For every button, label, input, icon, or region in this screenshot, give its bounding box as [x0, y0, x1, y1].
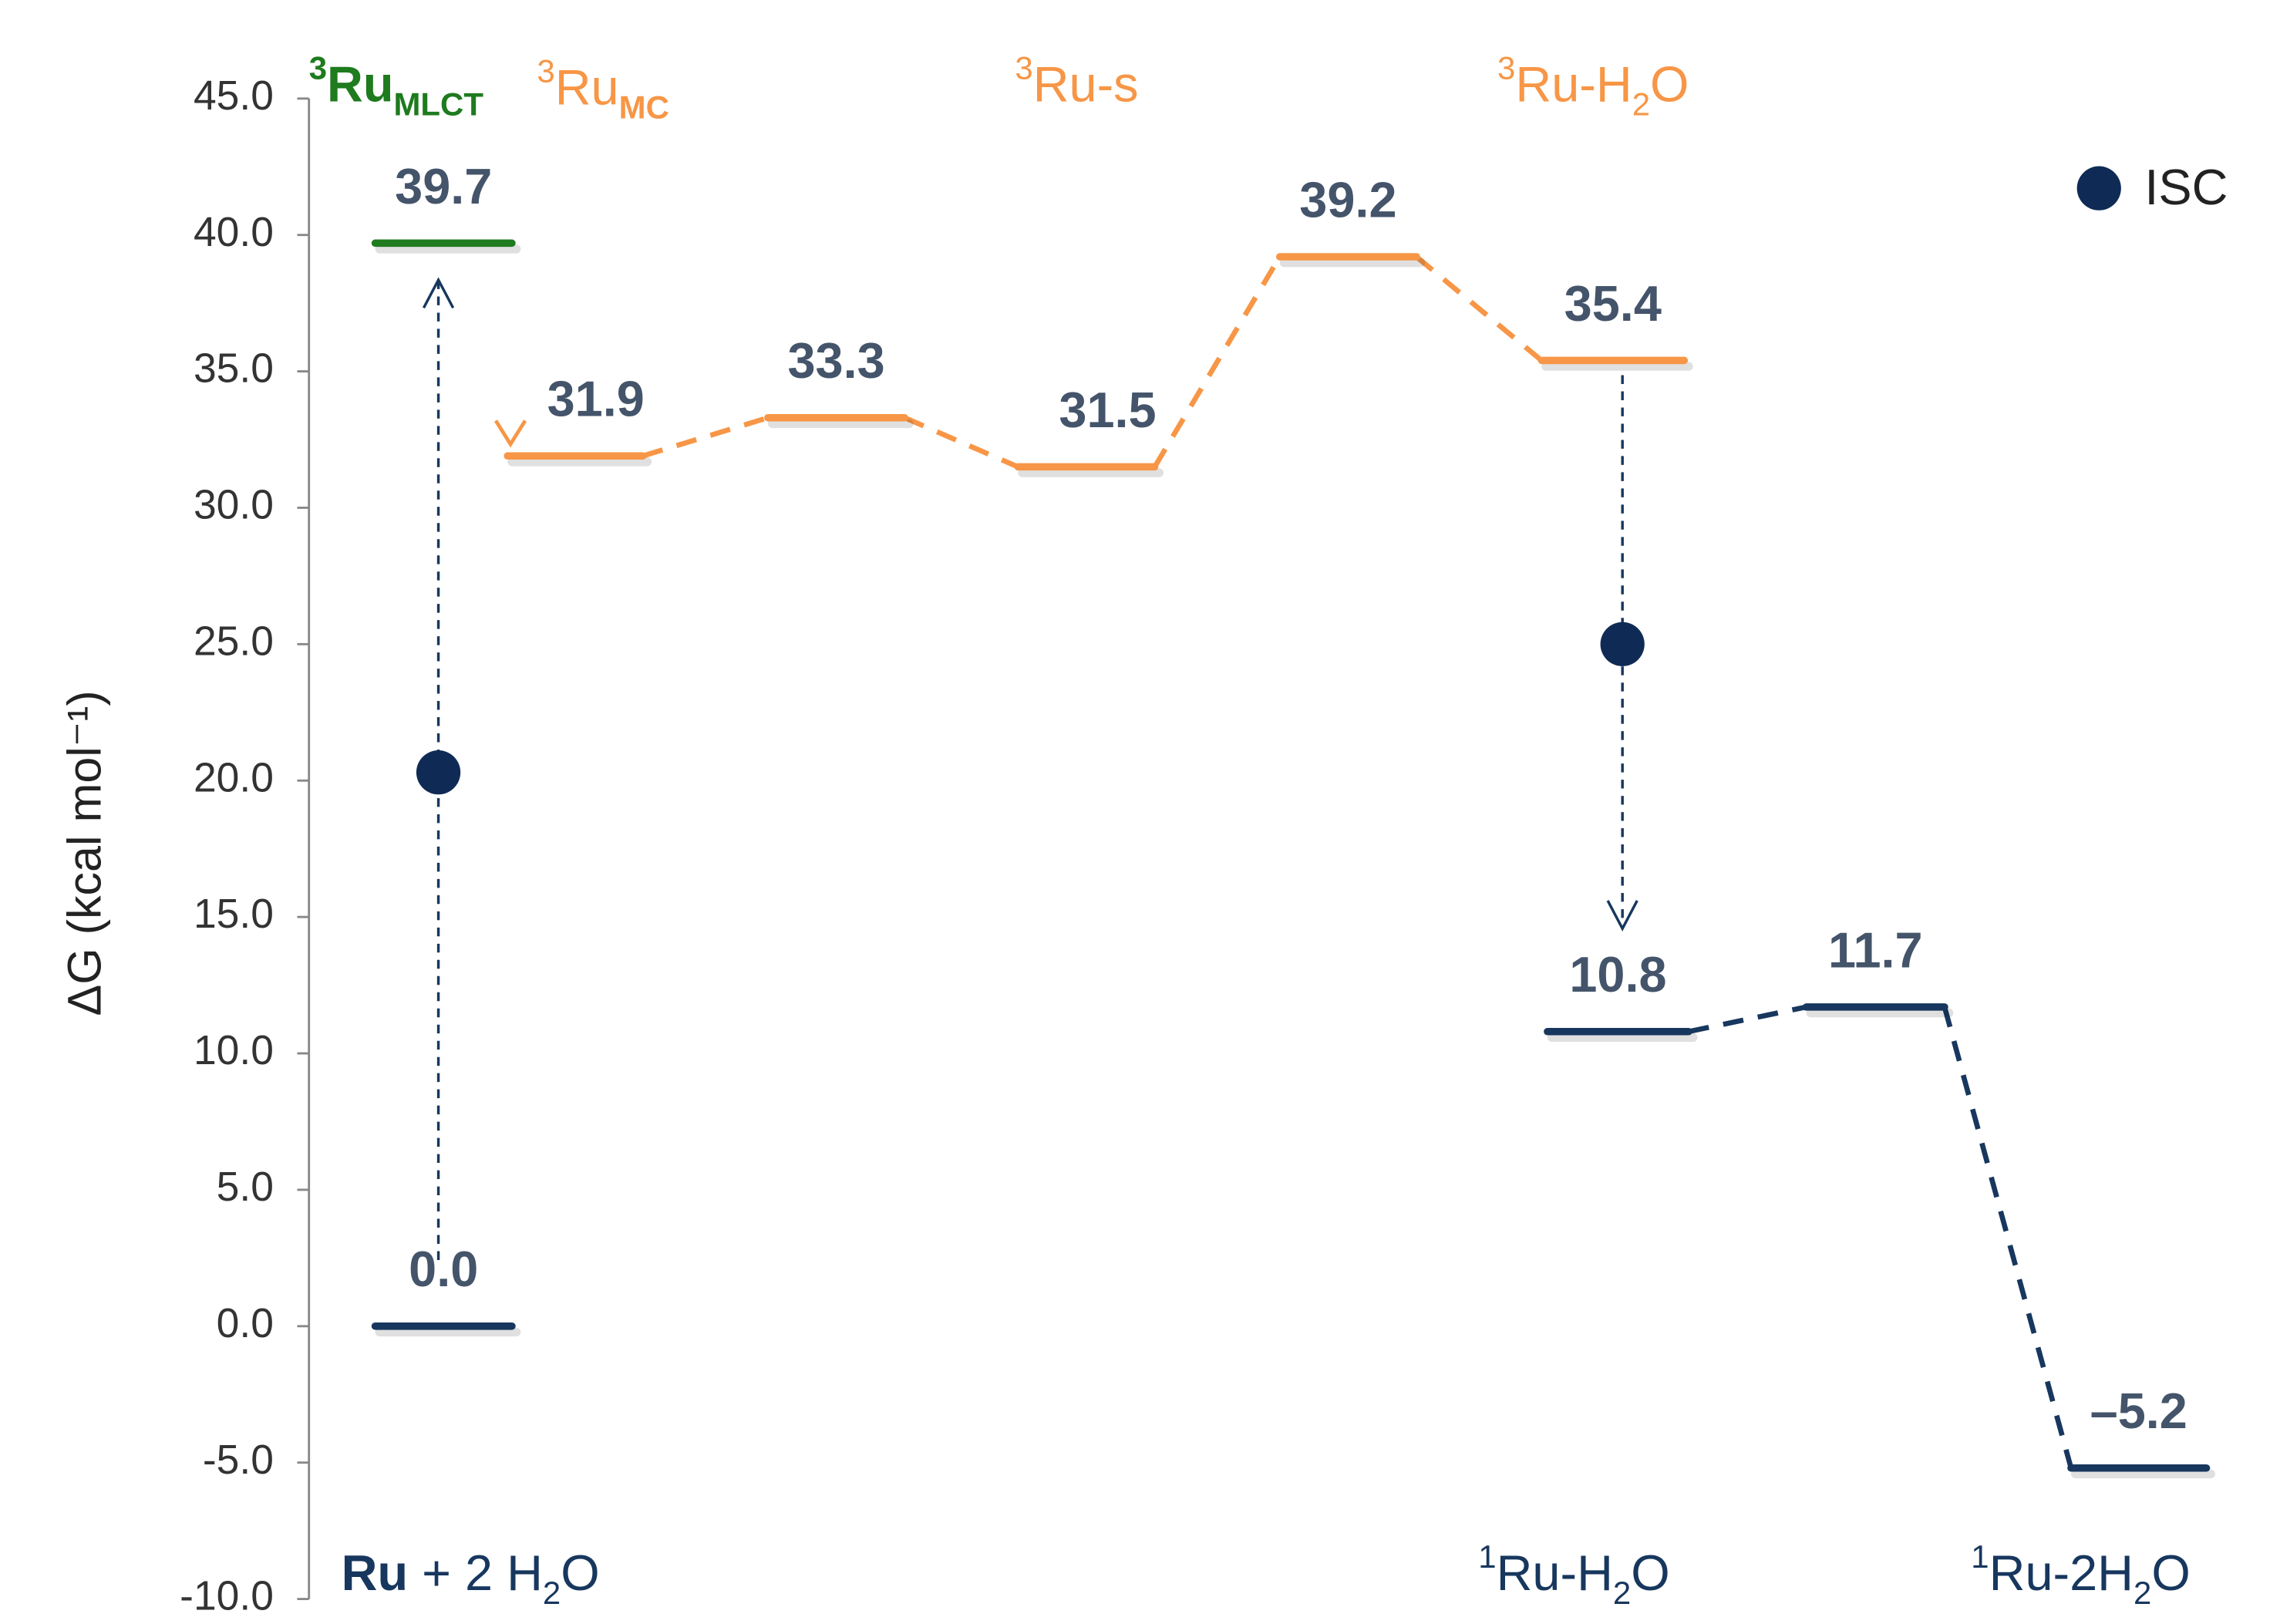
value-label: 39.7 — [395, 158, 492, 214]
y-tick-label: 10.0 — [194, 1028, 274, 1073]
species-label-part: + 2 H — [408, 1545, 543, 1601]
connector — [642, 415, 769, 459]
isc-point — [416, 750, 461, 795]
species-label-part: Ru — [342, 1545, 408, 1601]
value-label: 31.9 — [547, 371, 645, 427]
species-label-part: O — [1631, 1545, 1669, 1601]
species-label-part: 2 — [543, 1575, 561, 1611]
connector — [1942, 1006, 2074, 1469]
species-label: 1Ru-H2O — [1478, 1538, 1669, 1611]
species-label-part: 3 — [1015, 49, 1032, 86]
arrow-head — [493, 419, 527, 448]
legend-marker — [2076, 166, 2121, 211]
species-label: 3RuMLCT — [309, 49, 484, 122]
species-label-part: MC — [619, 89, 669, 125]
species-label-part: O — [1650, 56, 1689, 113]
species-label-part: MLCT — [393, 86, 483, 122]
species-label-part: Ru-H — [1497, 1545, 1613, 1601]
connector — [1152, 255, 1282, 469]
species-label-part: 1 — [1971, 1538, 1989, 1575]
value-label: 11.7 — [1828, 922, 1923, 978]
y-tick-label: 0.0 — [217, 1301, 274, 1346]
value-label: 33.3 — [787, 332, 884, 389]
y-tick-label: 45.0 — [194, 73, 274, 119]
value-label: –5.2 — [2090, 1383, 2187, 1439]
species-label-part: O — [2151, 1545, 2190, 1601]
y-tick-label: 35.0 — [194, 346, 274, 392]
connector — [1688, 1004, 1807, 1034]
y-tick-label: -5.0 — [203, 1437, 274, 1483]
species-label-part: 3 — [537, 52, 554, 89]
species-label-part: 1 — [1478, 1538, 1496, 1575]
arrow-head — [422, 277, 455, 309]
y-tick-label: 15.0 — [194, 891, 274, 937]
species-label: 3RuMC — [537, 52, 669, 125]
species-label-part: 2 — [1632, 86, 1650, 122]
species-label: 3Ru-H2O — [1497, 49, 1689, 122]
value-label: 39.2 — [1299, 171, 1396, 227]
y-tick-label: 30.0 — [194, 483, 274, 528]
y-tick-label: 40.0 — [194, 210, 274, 255]
species-label: Ru + 2 H2O — [342, 1545, 600, 1610]
y-tick-label: 25.0 — [194, 618, 274, 664]
species-label-part: Ru-2H — [1989, 1545, 2134, 1601]
species-label-part: O — [561, 1545, 599, 1601]
species-label-part: 3 — [309, 49, 327, 86]
species-label-part: Ru-H — [1515, 56, 1632, 113]
y-tick-label: -10.0 — [180, 1574, 274, 1619]
species-label: 3Ru-s — [1015, 49, 1138, 113]
connector — [903, 415, 1019, 470]
species-label-part: 3 — [1497, 49, 1515, 86]
y-axis-label: ΔG (kcal mol⁻¹) — [59, 690, 111, 1016]
isc-point — [1600, 622, 1645, 666]
y-tick-label: 5.0 — [217, 1164, 274, 1210]
species-label-part: Ru — [327, 56, 393, 113]
arrow-head — [1606, 900, 1638, 932]
connector — [1414, 254, 1544, 363]
value-label: 10.8 — [1569, 946, 1666, 1002]
value-label: 31.5 — [1059, 382, 1156, 438]
species-label-part: 2 — [2134, 1575, 2151, 1611]
species-label-part: 2 — [1613, 1575, 1631, 1611]
species-label-part: Ru — [555, 59, 619, 115]
value-label: 35.4 — [1564, 275, 1662, 332]
legend-label: ISC — [2144, 159, 2228, 215]
species-label-part: Ru-s — [1033, 56, 1139, 113]
y-tick-label: 20.0 — [194, 755, 274, 800]
value-label: 0.0 — [409, 1241, 478, 1297]
species-label: 1Ru-2H2O — [1971, 1538, 2191, 1611]
